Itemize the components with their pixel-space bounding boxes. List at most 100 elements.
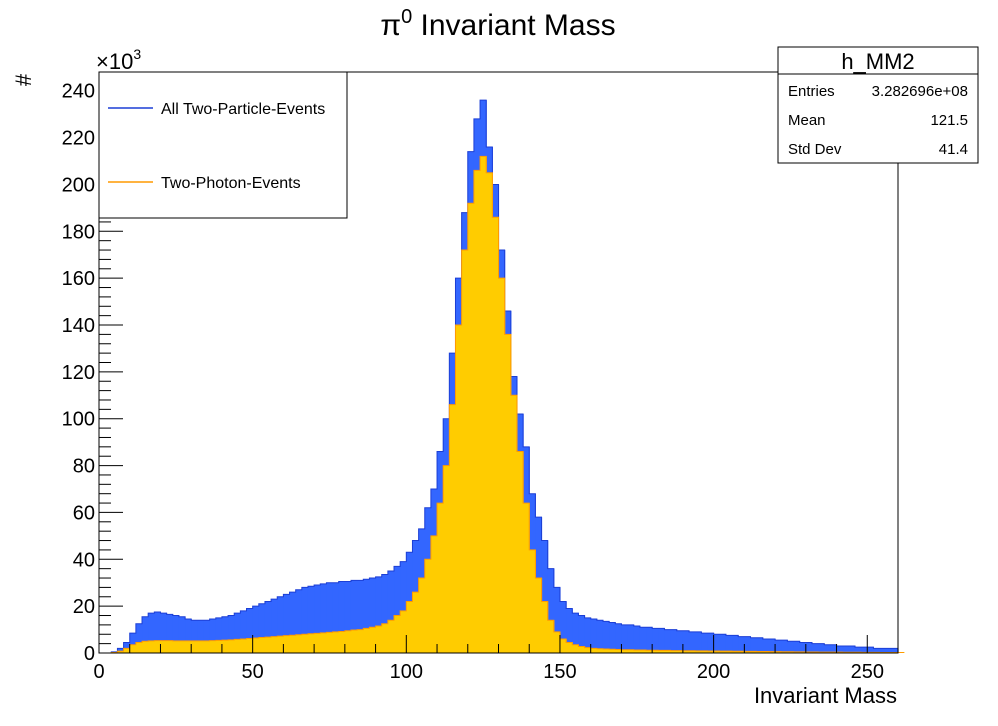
histogram-bar bbox=[369, 627, 377, 653]
histogram-bar bbox=[375, 576, 383, 653]
histogram-bar bbox=[719, 634, 727, 653]
histogram-bar bbox=[357, 580, 364, 653]
histogram-bar bbox=[197, 620, 205, 653]
histogram-bar bbox=[209, 619, 217, 653]
histogram-bar bbox=[566, 608, 573, 653]
histogram-bar bbox=[775, 640, 782, 653]
histogram-bar bbox=[695, 631, 702, 653]
histogram-bar bbox=[529, 549, 536, 653]
histogram-bar bbox=[154, 640, 162, 653]
histogram-bar bbox=[799, 642, 807, 653]
histogram-bar bbox=[369, 578, 377, 653]
histogram-bar bbox=[271, 636, 278, 653]
histogram-bar bbox=[246, 608, 254, 653]
histogram-bar bbox=[713, 651, 721, 653]
histogram-bar bbox=[732, 651, 739, 653]
histogram-bar bbox=[719, 651, 727, 653]
y-tick-label: 160 bbox=[62, 268, 95, 290]
histogram-bar bbox=[449, 404, 457, 653]
legend-box bbox=[98, 71, 348, 219]
histogram-bar bbox=[670, 650, 678, 653]
histogram-bar bbox=[277, 636, 284, 653]
y-tick-label: 200 bbox=[62, 174, 95, 196]
histogram-bar bbox=[836, 645, 844, 653]
legend-label-two-photon: Two-Photon-Events bbox=[161, 175, 301, 192]
histogram-bar bbox=[566, 642, 573, 653]
histogram-bar bbox=[627, 649, 635, 653]
histogram-bar bbox=[799, 651, 807, 653]
histogram-bar bbox=[406, 601, 414, 653]
histogram-bar bbox=[178, 640, 186, 653]
histogram-bar bbox=[228, 639, 235, 653]
histogram-bar bbox=[480, 156, 487, 653]
stats-mean-label: Mean bbox=[788, 112, 826, 129]
x-axis: 0 50 100 150 200 250 bbox=[93, 635, 899, 683]
histogram-bar bbox=[498, 278, 506, 653]
histogram-bar bbox=[160, 640, 168, 653]
histogram-bar bbox=[492, 217, 500, 653]
histogram-bar bbox=[209, 640, 217, 653]
histogram-bar bbox=[295, 634, 303, 653]
histogram-bar bbox=[805, 642, 813, 653]
histogram-bar bbox=[805, 651, 813, 653]
histogram-bar bbox=[277, 596, 284, 653]
histogram-bar bbox=[652, 628, 659, 653]
histogram-bar bbox=[682, 630, 690, 653]
y-axis-label: # bbox=[11, 73, 36, 86]
legend-label-all-events: All Two-Particle-Events bbox=[161, 101, 325, 118]
histogram-bar bbox=[824, 644, 831, 653]
x-tick-label: 250 bbox=[851, 661, 884, 683]
histogram-bar bbox=[135, 642, 143, 653]
stats-stddev-label: Std Dev bbox=[788, 141, 842, 158]
histogram-bar bbox=[559, 601, 567, 653]
histogram-bar bbox=[744, 651, 752, 653]
histogram-bar bbox=[332, 582, 340, 653]
histogram-bar bbox=[387, 571, 395, 653]
histogram-bar bbox=[627, 624, 635, 653]
histogram-bar bbox=[375, 626, 383, 653]
histogram-bar bbox=[467, 203, 475, 653]
histogram-bar bbox=[197, 640, 205, 653]
histogram-bar bbox=[338, 581, 346, 653]
histogram-bar bbox=[547, 620, 555, 653]
histogram-bar bbox=[547, 568, 555, 653]
histogram-bar bbox=[713, 634, 721, 653]
histogram-bar bbox=[732, 635, 739, 653]
histogram-bar bbox=[621, 649, 629, 653]
histogram-bar bbox=[646, 650, 653, 653]
y-tick-label: 40 bbox=[73, 549, 95, 571]
x-tick-label: 0 bbox=[93, 661, 104, 683]
histogram-bar bbox=[541, 540, 549, 653]
histogram-bar bbox=[344, 581, 352, 653]
histogram-bar bbox=[756, 651, 764, 653]
histogram-bar bbox=[283, 635, 291, 653]
histogram-bar bbox=[768, 638, 776, 653]
histogram-bar bbox=[602, 649, 610, 653]
histogram-bar bbox=[891, 648, 899, 653]
histogram-bar bbox=[811, 643, 819, 653]
histogram-bar bbox=[326, 582, 334, 653]
histogram-bar bbox=[695, 650, 702, 653]
histogram-bar bbox=[314, 633, 321, 653]
y-tick-label: 220 bbox=[62, 128, 95, 150]
histogram-bar bbox=[781, 640, 788, 653]
histogram-bar bbox=[424, 559, 432, 653]
histogram-bar bbox=[246, 638, 254, 653]
histogram-bar bbox=[676, 650, 684, 653]
histogram-bar bbox=[652, 650, 659, 653]
histogram-bar bbox=[123, 648, 131, 653]
y-multiplier-base: ×10 bbox=[96, 49, 133, 74]
histogram-bar bbox=[307, 586, 315, 653]
histogram-bar bbox=[129, 644, 137, 653]
histogram-bar bbox=[535, 578, 543, 653]
histogram-bar bbox=[744, 636, 752, 653]
histogram-bar bbox=[510, 395, 518, 653]
histogram-bar bbox=[793, 651, 801, 653]
histogram-bar bbox=[523, 503, 530, 653]
histogram-bar bbox=[873, 648, 881, 653]
histogram-bar bbox=[252, 606, 260, 653]
histogram-bar bbox=[541, 601, 549, 653]
histogram-bars bbox=[99, 99, 905, 654]
histogram-bar bbox=[639, 627, 647, 653]
